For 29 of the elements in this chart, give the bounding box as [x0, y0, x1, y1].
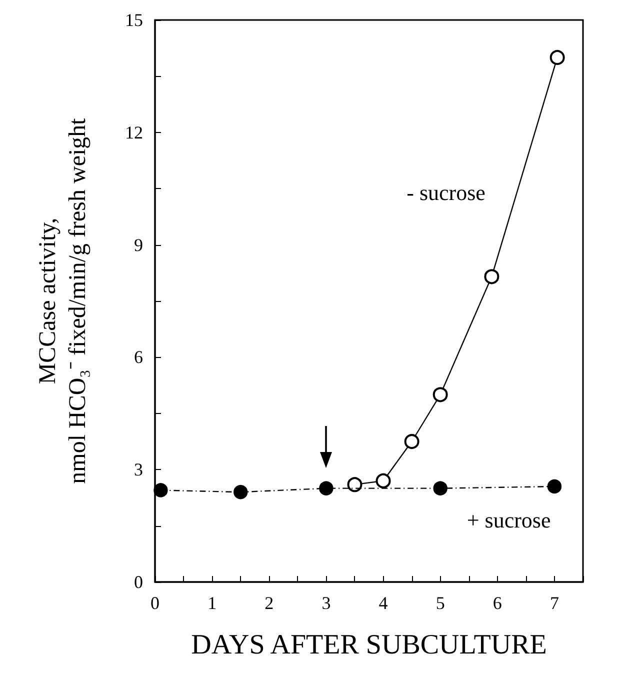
x-tick-label: 4 [378, 593, 388, 613]
point [484, 269, 500, 284]
y-tick-label: 3 [134, 460, 143, 480]
point [404, 434, 420, 449]
point [319, 481, 334, 496]
y-tick-label: 15 [125, 10, 143, 30]
x-tick-label: 1 [208, 593, 217, 613]
point [376, 473, 391, 488]
y-tick-label: 6 [134, 347, 143, 368]
point [433, 481, 448, 496]
point [154, 483, 168, 498]
x-tick-label: 0 [150, 593, 160, 613]
y-tick-label: 12 [125, 122, 143, 142]
point [432, 387, 448, 402]
x-axis-title: DAYS AFTER SUBCULTURE [191, 630, 547, 660]
x-tick-label: 7 [550, 593, 559, 613]
x-tick-label: 6 [492, 593, 502, 613]
point [550, 50, 565, 65]
y-axis-title: MCCase activity, nmol HCO₃⁻ fixed/min/g fresh weight [35, 118, 91, 484]
point [547, 479, 562, 494]
x-tick-label: 5 [436, 593, 445, 613]
point [347, 477, 362, 492]
y-tick-label: 9 [134, 234, 143, 255]
point [234, 484, 248, 500]
x-tick-label: 3 [322, 593, 331, 613]
series-label: - sucrose [406, 180, 486, 205]
series-label: + sucrose [466, 508, 551, 533]
y-tick-label: 0 [134, 572, 143, 592]
x-tick-label: 2 [264, 593, 274, 613]
